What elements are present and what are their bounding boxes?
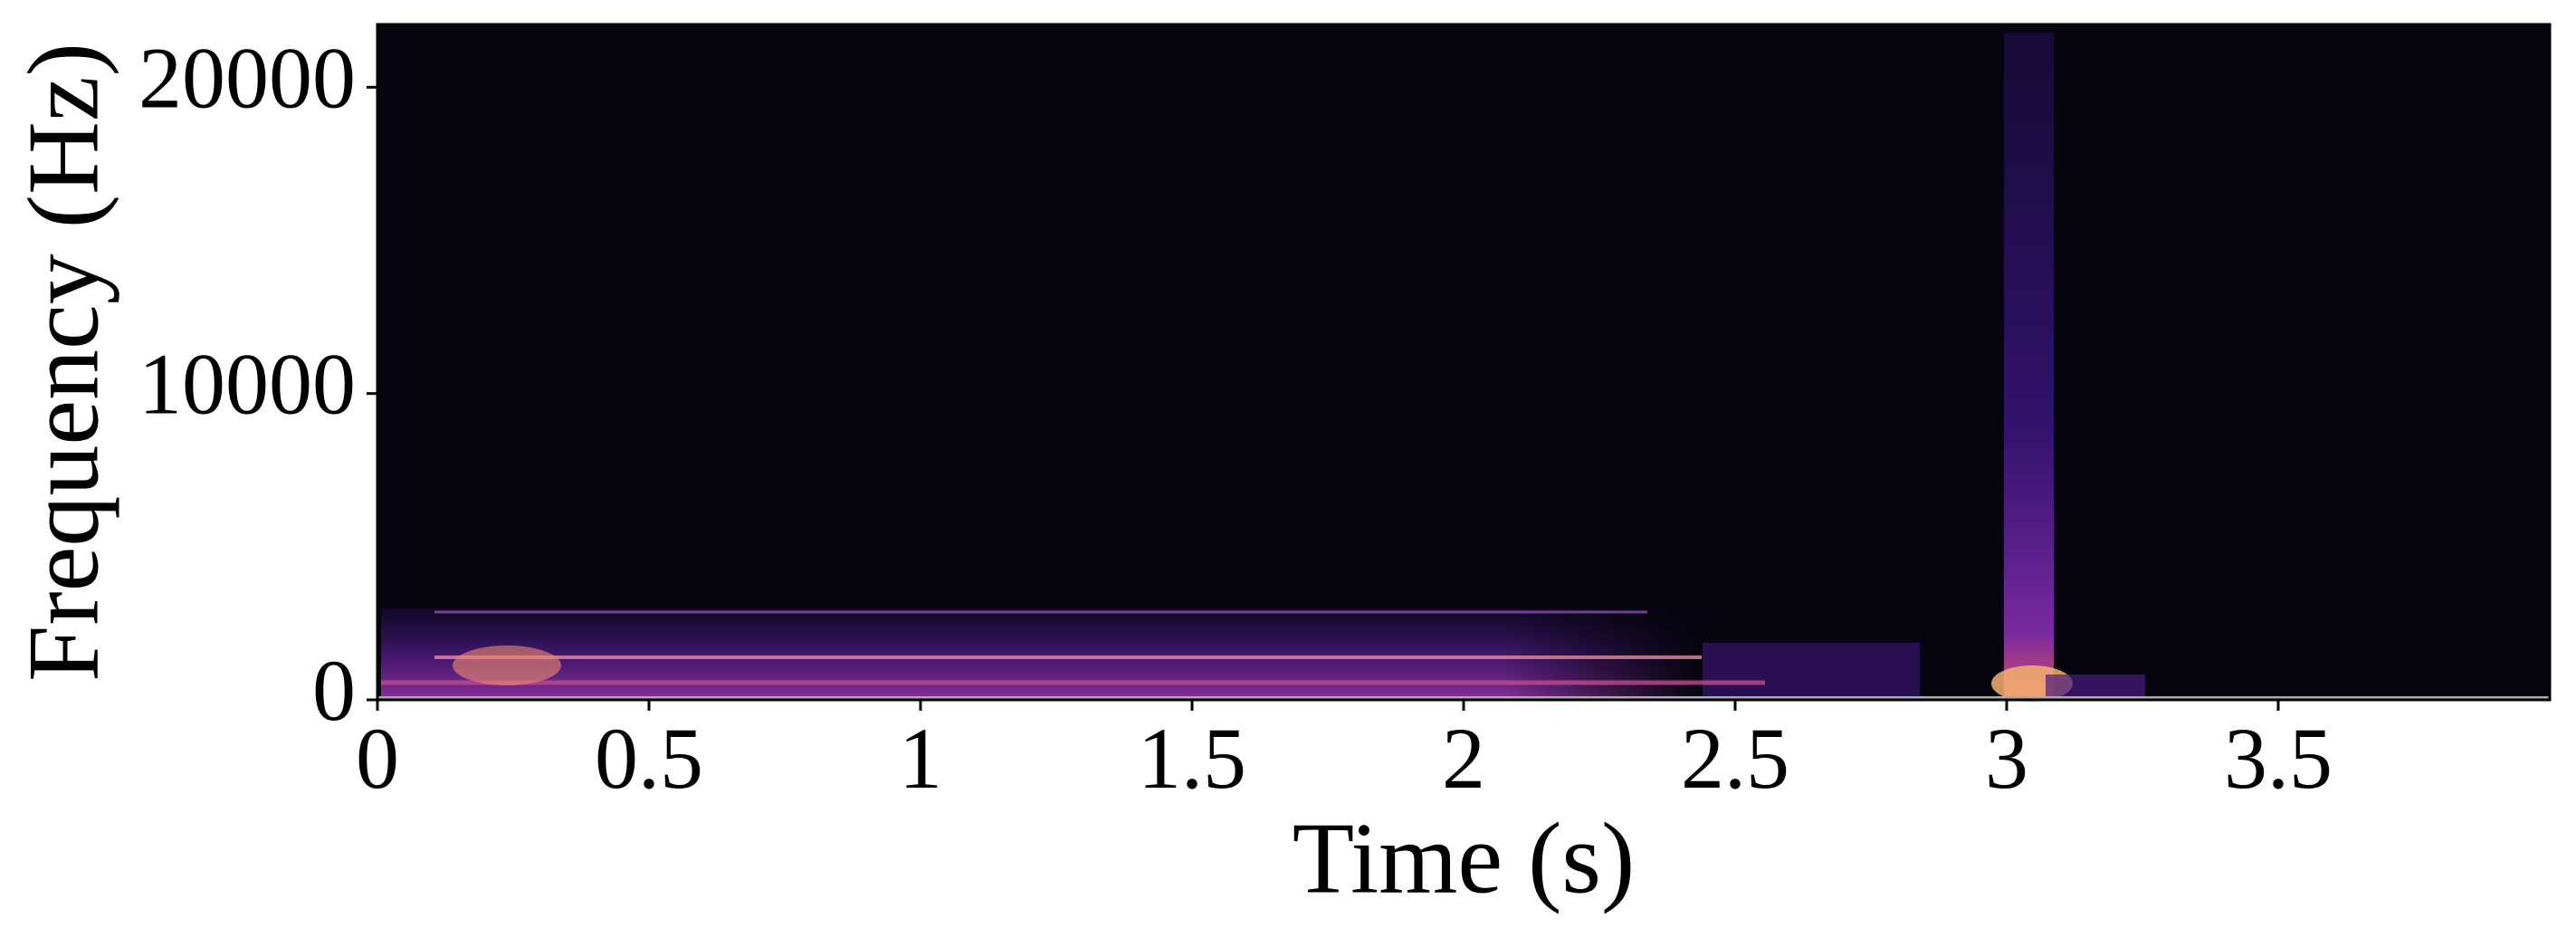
x-tick-label: 1.5 bbox=[1138, 710, 1246, 807]
spectrogram-background bbox=[377, 24, 2550, 700]
x-tick-label: 2 bbox=[1442, 710, 1485, 807]
spectrogram-band-fade bbox=[381, 608, 1703, 700]
y-tick-label: 20000 bbox=[138, 29, 356, 126]
y-tick-label: 10000 bbox=[138, 336, 356, 433]
spectrogram-tail bbox=[1703, 643, 1920, 700]
spectrogram-transient bbox=[2004, 33, 2054, 700]
hot-spot bbox=[453, 646, 561, 685]
x-tick-label: 3 bbox=[1985, 710, 2028, 807]
y-axis-label: Frequency (Hz) bbox=[8, 43, 120, 682]
x-tick-label: 3.5 bbox=[2224, 710, 2333, 807]
y-tick-label: 0 bbox=[312, 642, 356, 739]
x-axis-label: Time (s) bbox=[1293, 803, 1636, 915]
plot-area bbox=[376, 23, 2552, 702]
x-tick-label: 1 bbox=[899, 710, 942, 807]
spectrogram-tail bbox=[2046, 674, 2145, 700]
x-tick-label: 0 bbox=[356, 710, 399, 807]
x-tick-label: 0.5 bbox=[595, 710, 703, 807]
x-tick-label: 2.5 bbox=[1681, 710, 1789, 807]
